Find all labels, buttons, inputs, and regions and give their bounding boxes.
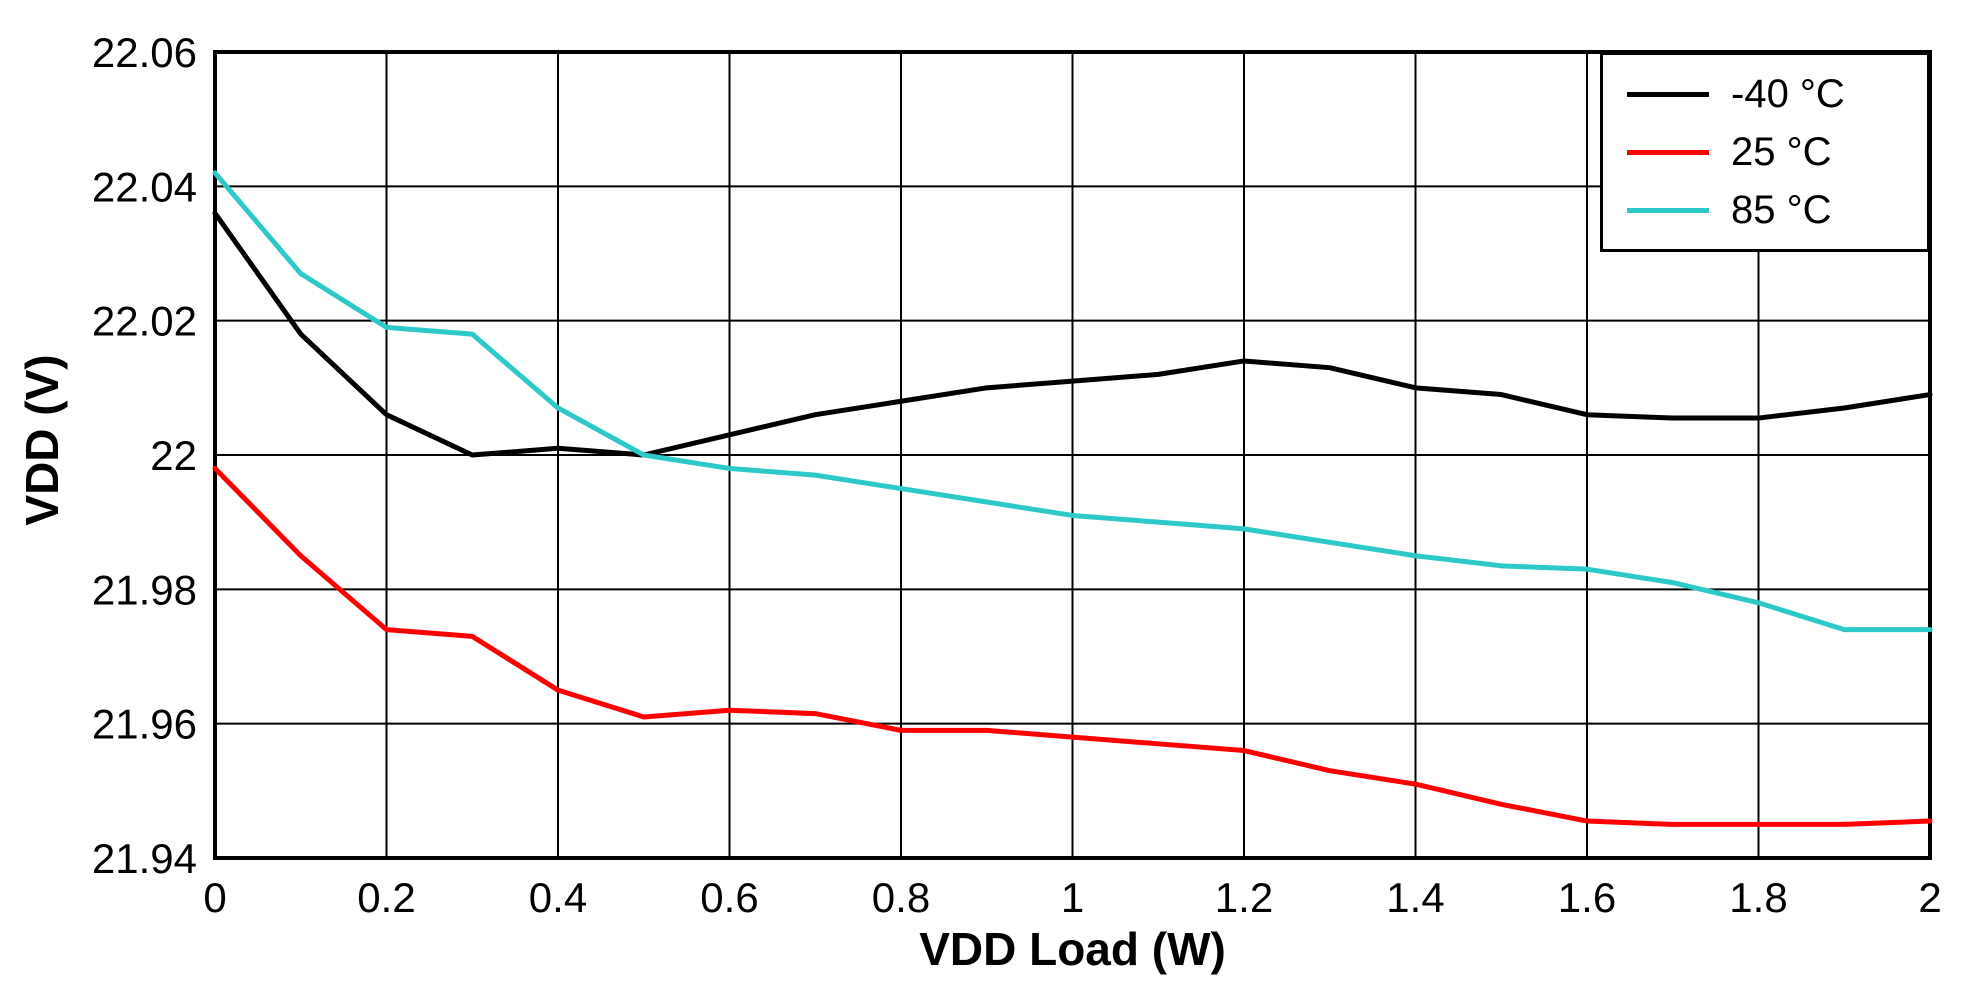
x-tick-label: 0: [203, 874, 226, 921]
legend-label: 25 °C: [1731, 130, 1832, 174]
x-tick-label: 0.2: [357, 874, 415, 921]
y-tick-label: 22: [150, 432, 197, 479]
x-tick-label: 2: [1918, 874, 1941, 921]
legend-item: 85 °C: [1627, 181, 1917, 239]
y-tick-label: 22.02: [92, 298, 197, 345]
y-axis-title: VDD (V): [16, 354, 68, 526]
x-tick-label: 1.2: [1215, 874, 1273, 921]
plot-frame: [213, 50, 1932, 860]
x-tick-label: 1.4: [1386, 874, 1444, 921]
x-tick-label: 1: [1061, 874, 1084, 921]
x-tick-label: 0.8: [872, 874, 930, 921]
y-tick-label: 22.04: [92, 163, 197, 210]
legend-item: 25 °C: [1627, 123, 1917, 181]
tick-labels: 0 0.2 0.4 0.6 0.8 1 1.2 1.4 1.6 1.8 2 21.94 21.96 21.…: [92, 29, 1942, 921]
legend: -40 °C 25 °C 85 °C: [1600, 52, 1930, 252]
legend-label: -40 °C: [1731, 72, 1845, 116]
series-line-2: [212, 170, 1933, 633]
x-tick-label: 1.6: [1558, 874, 1616, 921]
y-tick-label: 21.96: [92, 701, 197, 748]
x-tick-label: 0.6: [700, 874, 758, 921]
legend-item: -40 °C: [1627, 65, 1917, 123]
y-tick-label: 22.06: [92, 29, 197, 76]
x-axis-title: VDD Load (W): [919, 923, 1226, 975]
legend-line-swatch: [1627, 91, 1709, 97]
y-tick-label: 21.98: [92, 566, 197, 613]
series-line-0: [212, 210, 1933, 458]
y-tick-label: 21.94: [92, 835, 197, 882]
series-line-1: [212, 465, 1933, 827]
legend-label: 85 °C: [1731, 188, 1832, 232]
x-tick-label: 0.4: [529, 874, 587, 921]
legend-line-swatch: [1627, 207, 1709, 213]
legend-line-swatch: [1627, 149, 1709, 155]
x-tick-label: 1.8: [1729, 874, 1787, 921]
